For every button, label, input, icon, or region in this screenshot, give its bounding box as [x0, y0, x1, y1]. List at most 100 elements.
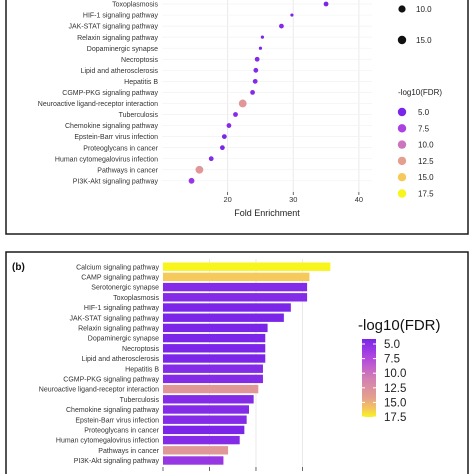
panel-b-bar [163, 313, 284, 322]
panel-a-xtick-label: 40 [355, 195, 363, 204]
panel-b-label: (b) [12, 262, 25, 273]
color-legend-swatch [397, 124, 407, 133]
color-legend-swatch [397, 189, 407, 198]
panel-a-category-label: Pathways in cancer [97, 167, 158, 174]
panel-a-category-label: JAK-STAT signaling pathway [69, 24, 159, 31]
panel-a-point [258, 46, 263, 50]
size-legend-label: 10.0 [416, 5, 432, 14]
panel-a-point [233, 112, 238, 117]
panel-b-bar [163, 446, 229, 455]
panel-b-color-legend-label: 17.5 [384, 412, 406, 424]
panel-a-category-label: Lipid and atherosclerosis [81, 68, 159, 75]
panel-b-bar [163, 354, 266, 363]
panel-b: (b) Calcium signaling pathway CAMP signal… [12, 259, 441, 472]
panel-a-grid [162, 0, 372, 192]
panel-a-xtick-label: 30 [289, 195, 297, 204]
panel-a-point [195, 165, 204, 174]
size-legend-dot [397, 35, 407, 45]
panel-b-bar [163, 435, 240, 445]
panel-a-plot-bg [162, 0, 372, 192]
panel-b-bars [163, 262, 331, 465]
panel-b-color-legend-title: -log10(FDR) [358, 317, 441, 334]
panel-a-point [252, 78, 258, 84]
panel-b-bar [163, 374, 263, 384]
panel-b-category-label: Dopaminergic synapse [88, 336, 159, 343]
panel-b-bar [163, 293, 308, 302]
panel-a-point [254, 56, 260, 62]
panel-a-point [219, 145, 225, 151]
panel-b-bar [163, 323, 268, 333]
panel-b-category-label: Serotonergic synapse [91, 285, 159, 292]
panel-b-category-label: Proteoglycans in cancer [84, 428, 159, 435]
panel-b-frame [5, 251, 469, 474]
panel-b-color-legend-labels: 5.0 7.5 10.0 12.5 15.0 17.5 [362, 339, 406, 424]
panel-a-category-label: Epstein-Barr virus infection [74, 134, 158, 141]
panel-a-category-label: Hepatitis B [124, 79, 158, 86]
color-legend-label: 15.0 [418, 173, 434, 182]
panel-a-point [208, 156, 214, 162]
panel-b-category-label: Tuberculosis [120, 397, 160, 404]
panel-b-category-label: Necroptosis [122, 346, 159, 353]
panel-b-bar [163, 272, 310, 282]
panel-a-category-label: Relaxin signaling pathway [77, 35, 158, 42]
color-legend-label: 12.5 [418, 157, 434, 166]
panel-a-category-label: HIF-1 signaling pathway [83, 13, 159, 20]
panel-b-category-label: Pathways in cancer [98, 448, 159, 455]
panel-b-bar [163, 364, 263, 373]
panel-a-point [221, 134, 227, 140]
panel-b-bar [163, 344, 266, 353]
panel-a-point [250, 90, 255, 95]
panel-b-category-label: CGMP-PKG signaling pathway [63, 377, 159, 384]
panel-b-bar [163, 303, 291, 312]
color-legend-swatch [397, 156, 407, 166]
panel-a-point [279, 23, 284, 29]
panel-b-category-label: Calcium signaling pathway [76, 264, 159, 271]
panel-a-category-label: Necroptosis [121, 57, 158, 64]
panel-b-bar [163, 262, 331, 271]
panel-b-color-legend-label: 5.0 [384, 339, 400, 351]
size-legend-label: 15.0 [416, 36, 432, 45]
color-legend-swatch [397, 107, 407, 117]
panel-a-point [323, 1, 329, 7]
panel-a-points [188, 1, 329, 184]
panel-b-category-label: Human cytomegalovirus infection [56, 438, 159, 445]
color-legend-swatch [397, 173, 407, 182]
panel-b-color-legend-label: 7.5 [384, 354, 400, 366]
panel-a-frame [5, 0, 469, 235]
color-legend-label: 7.5 [418, 124, 430, 133]
panel-a-xtick-label: 20 [223, 195, 231, 204]
color-legend-label: 5.0 [418, 108, 430, 117]
panel-a-point [188, 177, 195, 184]
panel-b-bar [163, 456, 224, 465]
panel-b-bar [163, 384, 259, 394]
panel-b-color-legend-label: 12.5 [384, 383, 406, 395]
panel-a-point [226, 123, 232, 128]
panel-b-bar [163, 333, 266, 343]
panel-b-category-label: JAK-STAT signaling pathway [70, 315, 160, 322]
panel-b-bar [163, 405, 249, 414]
panel-b-category-label: HIF-1 signaling pathway [84, 305, 160, 312]
panel-b-category-label: Epstein-Barr virus infection [75, 417, 159, 424]
panel-b-bar [163, 282, 308, 292]
panel-a-category-label: Toxoplasmosis [112, 2, 158, 9]
panel-a-xlabel: Fold Enrichment [234, 208, 300, 218]
panel-b-category-label: Chemokine signaling pathway [66, 407, 159, 414]
panel-b-ylabels: Calcium signaling pathway CAMP signaling … [39, 264, 160, 465]
panel-b-color-legend-label: 10.0 [384, 368, 406, 380]
panel-b-category-label: PI3K-Akt signaling pathway [74, 458, 160, 465]
panel-a-point [253, 67, 259, 73]
panel-a-category-label: Proteoglycans in cancer [83, 145, 158, 152]
size-legend-dot [398, 5, 406, 13]
size-legend: 10.0 15.0 [397, 5, 432, 45]
panel-a-ylabels: Toxoplasmosis HIF-1 signaling pathway JAK-… [38, 2, 159, 186]
panel-b-colorbar [362, 339, 376, 417]
panel-a-category-label: PI3K-Akt signaling pathway [73, 178, 159, 185]
color-legend-label: 17.5 [418, 190, 434, 199]
panel-b-category-label: Toxoplasmosis [113, 295, 159, 302]
panel-a-point [290, 13, 294, 17]
panel-b-color-legend-label: 15.0 [384, 397, 406, 409]
panel-a-point [260, 35, 265, 39]
panel-a-category-label: Neuroactive ligand-receptor interaction [38, 101, 158, 108]
panel-a-color-legend: 5.0 7.5 10.0 12.5 15.0 17.5 [397, 107, 434, 199]
